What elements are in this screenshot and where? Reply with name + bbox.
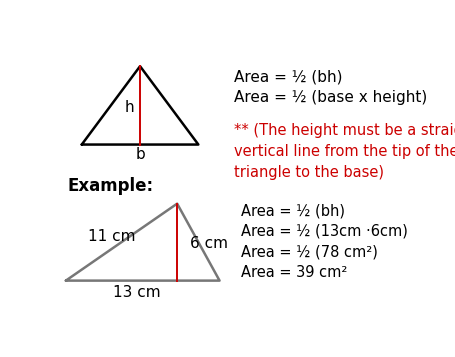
Text: vertical line from the tip of the: vertical line from the tip of the (233, 144, 455, 159)
Text: h: h (124, 100, 134, 115)
Text: Area = ½ (base x height): Area = ½ (base x height) (233, 90, 426, 105)
Text: 11 cm: 11 cm (88, 229, 135, 244)
Text: 13 cm: 13 cm (112, 286, 160, 301)
Text: Area = ½ (bh): Area = ½ (bh) (233, 70, 341, 85)
Text: b: b (135, 147, 145, 162)
Text: Area = ½ (13cm ·6cm): Area = ½ (13cm ·6cm) (240, 223, 407, 238)
Text: ** (The height must be a straight: ** (The height must be a straight (233, 123, 455, 138)
Text: triangle to the base): triangle to the base) (233, 165, 383, 180)
Text: Area = ½ (bh): Area = ½ (bh) (240, 203, 344, 218)
Text: Area = 39 cm²: Area = 39 cm² (240, 265, 346, 280)
Text: 6 cm: 6 cm (189, 236, 227, 251)
Text: Example:: Example: (67, 177, 153, 195)
Text: Area = ½ (78 cm²): Area = ½ (78 cm²) (240, 244, 377, 259)
